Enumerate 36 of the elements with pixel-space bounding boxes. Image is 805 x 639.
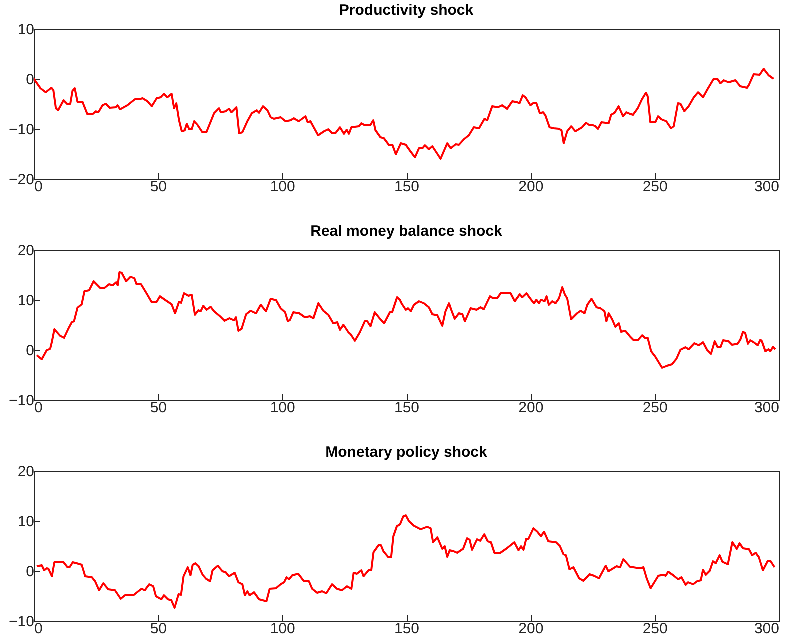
x-tick-label: 200 — [518, 178, 544, 196]
y-tick-label: 10 — [18, 22, 34, 38]
x-tick-label: 300 — [754, 400, 780, 416]
line-series — [36, 514, 776, 609]
y-tick-label: −10 — [9, 392, 34, 410]
x-tick-label: 50 — [150, 400, 168, 416]
y-tick-label: 20 — [18, 242, 34, 260]
x-tick-label: 300 — [754, 178, 780, 196]
x-tick-label: 200 — [518, 620, 544, 638]
y-tick-label: 10 — [18, 514, 34, 530]
y-tick-label: −10 — [9, 614, 34, 630]
y-tick-label: −20 — [9, 172, 34, 188]
x-tick-label: 150 — [394, 620, 420, 638]
x-tick-label: 100 — [270, 620, 296, 638]
x-tick-label: 50 — [150, 178, 168, 196]
x-tick-label: 300 — [754, 620, 780, 638]
line-series — [34, 68, 775, 160]
x-tick-label: 100 — [270, 178, 296, 196]
line-series — [36, 272, 777, 369]
y-tick-label: 20 — [18, 464, 34, 480]
y-tick-label: 10 — [18, 292, 34, 310]
y-tick-label: 0 — [26, 72, 34, 88]
x-tick-label: 200 — [518, 400, 544, 416]
x-tick-label: 100 — [270, 400, 296, 416]
x-tick-label: 150 — [394, 178, 420, 196]
x-tick-label: 50 — [150, 620, 168, 638]
chart-title: Productivity shock — [339, 2, 474, 19]
x-tick-label: 250 — [642, 178, 668, 196]
y-tick-label: 0 — [26, 342, 34, 360]
x-tick-label: 150 — [394, 400, 420, 416]
chart-title: Real money balance shock — [310, 223, 504, 240]
x-tick-label: 250 — [642, 400, 668, 416]
chart-title: Monetary policy shock — [326, 444, 488, 461]
y-tick-label: 0 — [26, 564, 34, 580]
y-tick-label: −10 — [9, 122, 34, 138]
x-tick-label: 250 — [642, 620, 668, 638]
